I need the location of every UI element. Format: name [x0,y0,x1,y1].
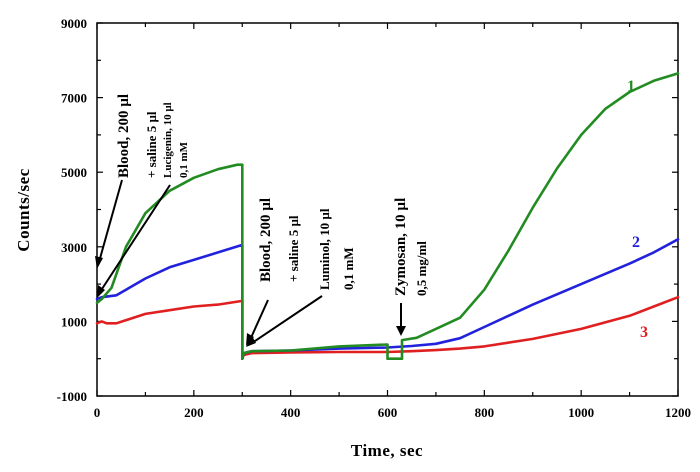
y-tick-label: -1000 [57,389,87,404]
series-label-3: 3 [640,324,648,341]
series-line-3 [95,295,680,361]
arrowhead-lucigenin-1 [97,285,105,298]
x-tick-label: 200 [184,405,204,420]
arrowhead-luminol [246,336,256,347]
annotation-zymosan-2: 0,5 mg/ml [414,241,429,296]
x-tick-label: 600 [378,405,398,420]
annotation-blood-1: Blood, 200 µl [116,94,132,178]
annotation-saline-1: + saline 5 µl [144,111,159,178]
annotation-blood-2: Blood, 200 µl [258,198,274,282]
annotation-lucigenin-2: 0,1 mM [178,141,190,178]
plot-frame [96,22,679,397]
x-axis-title: Time, sec [351,441,423,460]
series-label-1: 1 [627,78,635,95]
y-tick-label: 1000 [61,314,87,329]
annotation-blood-lucigenin: Blood, 200 µl + saline 5 µl Lucigenin, 1… [95,94,190,298]
arrow-blood-1 [98,179,123,263]
arrowhead-zymosan [396,326,406,336]
x-tick-label: 800 [475,405,495,420]
y-tick-label: 3000 [61,240,87,255]
arrowhead-blood-1 [95,256,103,269]
x-tick-label: 1200 [665,405,691,420]
annotation-luminol-1: Luminol, 10 µl [317,208,332,290]
series-lines [95,72,680,361]
annotation-zymosan: Zymosan, 10 µl 0,5 mg/ml [393,198,429,336]
x-tick-labels: 0 200 400 600 800 1000 1200 [94,405,691,420]
axis-ticks [96,22,679,397]
annotation-blood-luminol: Blood, 200 µl + saline 5 µl Luminol, 10 … [246,198,356,347]
y-tick-labels: -1000 1000 3000 5000 7000 9000 [57,16,87,404]
annotation-lucigenin-1: Lucigenin, 10 µl [162,102,174,178]
series-label-2: 2 [632,234,640,251]
x-tick-label: 1000 [568,405,594,420]
y-tick-label: 9000 [61,16,87,31]
x-tick-label: 400 [281,405,301,420]
x-tick-label: 0 [94,405,101,420]
arrow-blood-2 [249,299,269,341]
y-axis-title: Counts/sec [14,168,33,251]
y-tick-label: 5000 [61,165,87,180]
annotation-luminol-2: 0,1 mM [341,247,356,290]
series-line-1 [95,72,680,361]
arrow-luminol [251,295,323,344]
arrow-lucigenin-1 [99,184,171,293]
annotation-zymosan-1: Zymosan, 10 µl [393,198,409,296]
series-line-2 [95,238,680,361]
annotation-saline-2: + saline 5 µl [286,215,301,282]
y-tick-label: 7000 [61,91,87,106]
